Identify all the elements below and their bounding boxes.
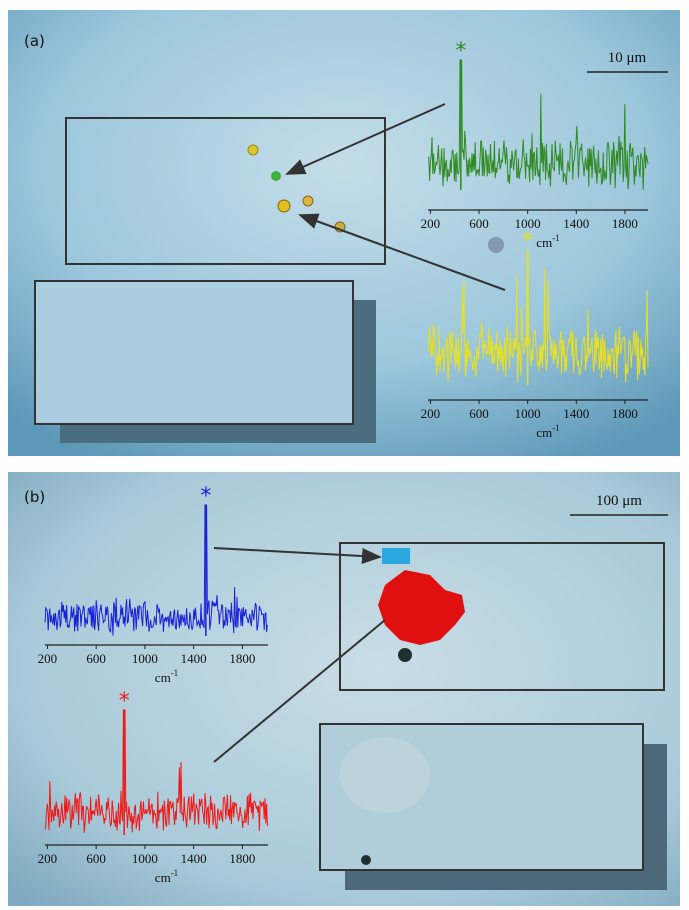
scale-bar-label: 10 μm (608, 50, 647, 66)
tick-label: 200 (38, 851, 58, 866)
unit: cm (536, 235, 552, 250)
spectrum (44, 504, 268, 636)
unit: cm (155, 670, 171, 685)
tick-label: 1000 (515, 406, 541, 421)
tick-label: 600 (469, 406, 489, 421)
particle (398, 648, 412, 662)
tick-label: 1400 (181, 651, 207, 666)
scale-bar-label: 100 μm (596, 493, 642, 509)
peak-marker: * (522, 229, 533, 254)
unit: cm (155, 870, 171, 885)
unit: cm (536, 425, 552, 440)
unit-exponent: -1 (171, 868, 179, 878)
particle (271, 171, 281, 181)
tick-label: 1000 (132, 651, 158, 666)
connector (213, 619, 386, 763)
tick-label: 1000 (132, 851, 158, 866)
particle (488, 237, 504, 253)
arrow (285, 103, 446, 175)
axis-label: cm-1 (155, 668, 178, 685)
region-box (65, 117, 386, 265)
tick-label: 1800 (612, 216, 638, 231)
tick-label: 1000 (515, 216, 541, 231)
tick-label: 200 (421, 406, 441, 421)
particle-blue (382, 548, 410, 564)
arrow (213, 547, 382, 565)
unit-exponent: -1 (552, 233, 560, 243)
particle-red (378, 570, 465, 645)
panel-label: (b) (24, 488, 45, 506)
particle (361, 855, 371, 865)
tick-label: 1800 (229, 651, 255, 666)
unit-exponent: -1 (171, 668, 179, 678)
tick-label: 1400 (563, 216, 589, 231)
spectrum (427, 249, 649, 383)
region-box (34, 280, 354, 425)
tick-label: 600 (86, 651, 106, 666)
spectrum (427, 59, 649, 190)
particle (302, 195, 314, 207)
tick-label: 1800 (612, 406, 638, 421)
region-box (339, 542, 665, 691)
tick-label: 1400 (181, 851, 207, 866)
panel-b: (b) 100 μm (8, 472, 680, 906)
tick-label: 600 (86, 851, 106, 866)
axis-label: cm-1 (155, 868, 178, 885)
particle (277, 199, 291, 213)
panel-label: (a) (24, 32, 45, 50)
tick-label: 200 (421, 216, 441, 231)
panel-a: (a) 10 μm (8, 10, 680, 456)
particle-ghost (340, 737, 430, 813)
tick-label: 1800 (229, 851, 255, 866)
particle (247, 144, 259, 156)
tick-label: 200 (38, 651, 58, 666)
peak-marker: * (200, 484, 211, 509)
spectrum (44, 709, 268, 833)
peak-marker: * (455, 39, 466, 64)
arrow (298, 213, 506, 291)
tick-label: 1400 (563, 406, 589, 421)
tick-label: 600 (469, 216, 489, 231)
axis-label: cm-1 (536, 423, 559, 440)
peak-marker: * (119, 689, 130, 714)
axis-label: cm-1 (536, 233, 559, 250)
unit-exponent: -1 (552, 423, 560, 433)
